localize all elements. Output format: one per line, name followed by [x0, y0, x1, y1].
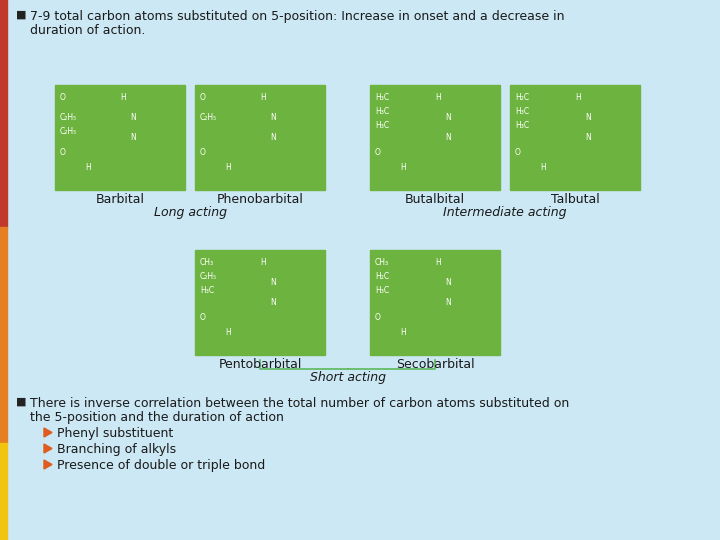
Text: N: N — [270, 298, 276, 307]
Text: H: H — [575, 93, 581, 102]
Text: H: H — [225, 163, 230, 172]
Text: H₃C: H₃C — [375, 286, 389, 295]
Text: duration of action.: duration of action. — [30, 24, 145, 37]
Text: O: O — [60, 93, 66, 102]
Text: H: H — [260, 93, 266, 102]
Text: N: N — [445, 133, 451, 142]
Text: N: N — [585, 133, 590, 142]
Polygon shape — [44, 428, 52, 437]
Text: ■: ■ — [16, 397, 27, 407]
Text: H₃C: H₃C — [375, 93, 389, 102]
Bar — [195, 85, 325, 190]
Text: Pentobarbital: Pentobarbital — [218, 358, 302, 371]
Text: CH₃: CH₃ — [375, 258, 389, 267]
Bar — [0, 443, 7, 540]
Text: Presence of double or triple bond: Presence of double or triple bond — [57, 459, 265, 472]
Text: C₂H₅: C₂H₅ — [60, 127, 77, 136]
Text: H: H — [85, 163, 91, 172]
Text: H: H — [400, 163, 406, 172]
Bar — [55, 85, 185, 190]
Text: H: H — [260, 258, 266, 267]
Text: H₃C: H₃C — [375, 107, 389, 116]
Text: CH₃: CH₃ — [200, 258, 214, 267]
Text: Talbutal: Talbutal — [551, 193, 599, 206]
Text: H: H — [400, 328, 406, 337]
Text: Short acting: Short acting — [310, 371, 385, 384]
Bar — [370, 85, 500, 190]
Text: O: O — [200, 313, 206, 322]
Text: H₃C: H₃C — [515, 107, 529, 116]
Text: 7-9 total carbon atoms substituted on 5-position: Increase in onset and a decrea: 7-9 total carbon atoms substituted on 5-… — [30, 10, 564, 23]
Bar — [370, 250, 500, 355]
Text: N: N — [445, 113, 451, 122]
Text: H: H — [540, 163, 546, 172]
Text: O: O — [515, 148, 521, 157]
Text: N: N — [130, 113, 136, 122]
Text: H₃C: H₃C — [200, 286, 214, 295]
Text: Phenyl substituent: Phenyl substituent — [57, 427, 174, 440]
Text: Intermediate acting: Intermediate acting — [444, 206, 567, 219]
Bar — [195, 250, 325, 355]
Text: H₂C: H₂C — [515, 93, 529, 102]
Text: Barbital: Barbital — [96, 193, 145, 206]
Text: H₃C: H₃C — [375, 121, 389, 130]
Text: O: O — [200, 93, 206, 102]
Text: N: N — [270, 113, 276, 122]
Text: N: N — [445, 298, 451, 307]
Text: N: N — [270, 278, 276, 287]
Text: Phenobarbital: Phenobarbital — [217, 193, 303, 206]
Text: N: N — [270, 133, 276, 142]
Text: H₃C: H₃C — [515, 121, 529, 130]
Text: H: H — [120, 93, 126, 102]
Text: Branching of alkyls: Branching of alkyls — [57, 443, 176, 456]
Text: O: O — [375, 313, 381, 322]
Text: O: O — [200, 148, 206, 157]
Polygon shape — [44, 460, 52, 469]
Text: N: N — [130, 133, 136, 142]
Text: Secobarbital: Secobarbital — [396, 358, 474, 371]
Text: Long acting: Long acting — [153, 206, 227, 219]
Text: There is inverse correlation between the total number of carbon atoms substitute: There is inverse correlation between the… — [30, 397, 570, 410]
Text: ■: ■ — [16, 10, 27, 20]
Text: H: H — [435, 258, 441, 267]
Text: N: N — [585, 113, 590, 122]
Text: C₂H₅: C₂H₅ — [200, 272, 217, 281]
Text: O: O — [375, 148, 381, 157]
Bar — [510, 85, 640, 190]
Text: N: N — [445, 278, 451, 287]
Bar — [0, 0, 7, 227]
Text: H₂C: H₂C — [375, 272, 389, 281]
Bar — [0, 227, 7, 443]
Polygon shape — [44, 444, 52, 453]
Text: H: H — [225, 328, 230, 337]
Text: C₂H₅: C₂H₅ — [200, 113, 217, 122]
Text: O: O — [60, 148, 66, 157]
Text: C₂H₅: C₂H₅ — [60, 113, 77, 122]
Text: the 5-position and the duration of action: the 5-position and the duration of actio… — [30, 411, 284, 424]
Text: H: H — [435, 93, 441, 102]
Text: Butalbital: Butalbital — [405, 193, 465, 206]
